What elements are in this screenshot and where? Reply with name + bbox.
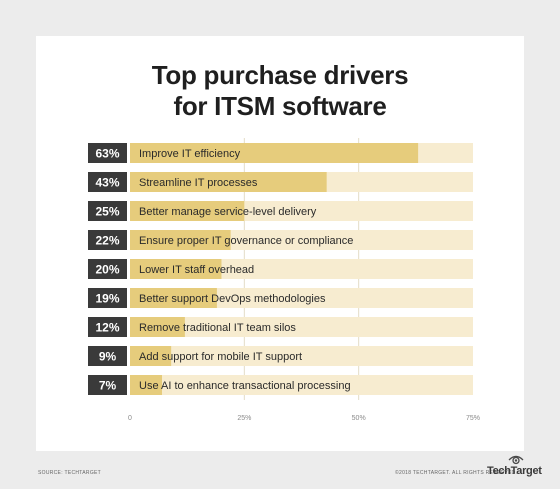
tick-label: 0 bbox=[128, 415, 132, 422]
copyright-note: ©2018 TechTarget. All rights reserved. bbox=[395, 470, 518, 476]
value-label: 19% bbox=[95, 292, 119, 306]
tick-label: 25% bbox=[237, 415, 251, 422]
category-label: Improve IT efficiency bbox=[139, 148, 241, 160]
bar bbox=[130, 143, 419, 163]
value-label: 25% bbox=[95, 205, 119, 219]
chart-title: Top purchase drivers for ITSM software bbox=[0, 60, 560, 122]
value-label: 12% bbox=[95, 321, 119, 335]
logo-eye-icon bbox=[508, 455, 524, 465]
bar-track bbox=[130, 317, 473, 337]
value-badge bbox=[88, 201, 127, 221]
value-badge bbox=[88, 172, 127, 192]
bar bbox=[130, 346, 172, 366]
source-note: Source: TechTarget bbox=[38, 470, 101, 476]
bar bbox=[130, 230, 231, 250]
value-badge bbox=[88, 230, 127, 250]
techtarget-logo: TechTarget bbox=[487, 465, 542, 477]
category-label: Better support DevOps methodologies bbox=[139, 293, 326, 305]
bar bbox=[130, 288, 217, 308]
category-label: Lower IT staff overhead bbox=[139, 264, 254, 276]
category-label: Ensure proper IT governance or complianc… bbox=[139, 235, 353, 247]
value-badge bbox=[88, 259, 127, 279]
value-badge bbox=[88, 375, 127, 395]
value-badge bbox=[88, 346, 127, 366]
category-label: Add support for mobile IT support bbox=[139, 351, 302, 363]
value-badge bbox=[88, 288, 127, 308]
bar-track bbox=[130, 346, 473, 366]
title-line-2: for ITSM software bbox=[173, 91, 387, 121]
bar bbox=[130, 259, 222, 279]
value-label: 63% bbox=[95, 147, 119, 161]
value-label: 20% bbox=[95, 263, 119, 277]
value-label: 43% bbox=[95, 176, 119, 190]
bar bbox=[130, 375, 163, 395]
value-badge bbox=[88, 143, 127, 163]
category-label: Better manage service-level delivery bbox=[139, 206, 317, 218]
tick-label: 50% bbox=[352, 415, 366, 422]
category-label: Use AI to enhance transactional processi… bbox=[139, 380, 351, 392]
bar bbox=[130, 201, 245, 221]
tick-label: 75% bbox=[466, 415, 480, 422]
value-badge bbox=[88, 317, 127, 337]
bar bbox=[130, 317, 185, 337]
category-label: Remove traditional IT team silos bbox=[139, 322, 296, 334]
bar-track bbox=[130, 375, 473, 395]
value-label: 9% bbox=[99, 350, 117, 364]
title-line-1: Top purchase drivers bbox=[151, 60, 409, 90]
category-label: Streamline IT processes bbox=[139, 177, 258, 189]
value-label: 22% bbox=[95, 234, 119, 248]
bar bbox=[130, 172, 327, 192]
value-label: 7% bbox=[99, 379, 117, 393]
